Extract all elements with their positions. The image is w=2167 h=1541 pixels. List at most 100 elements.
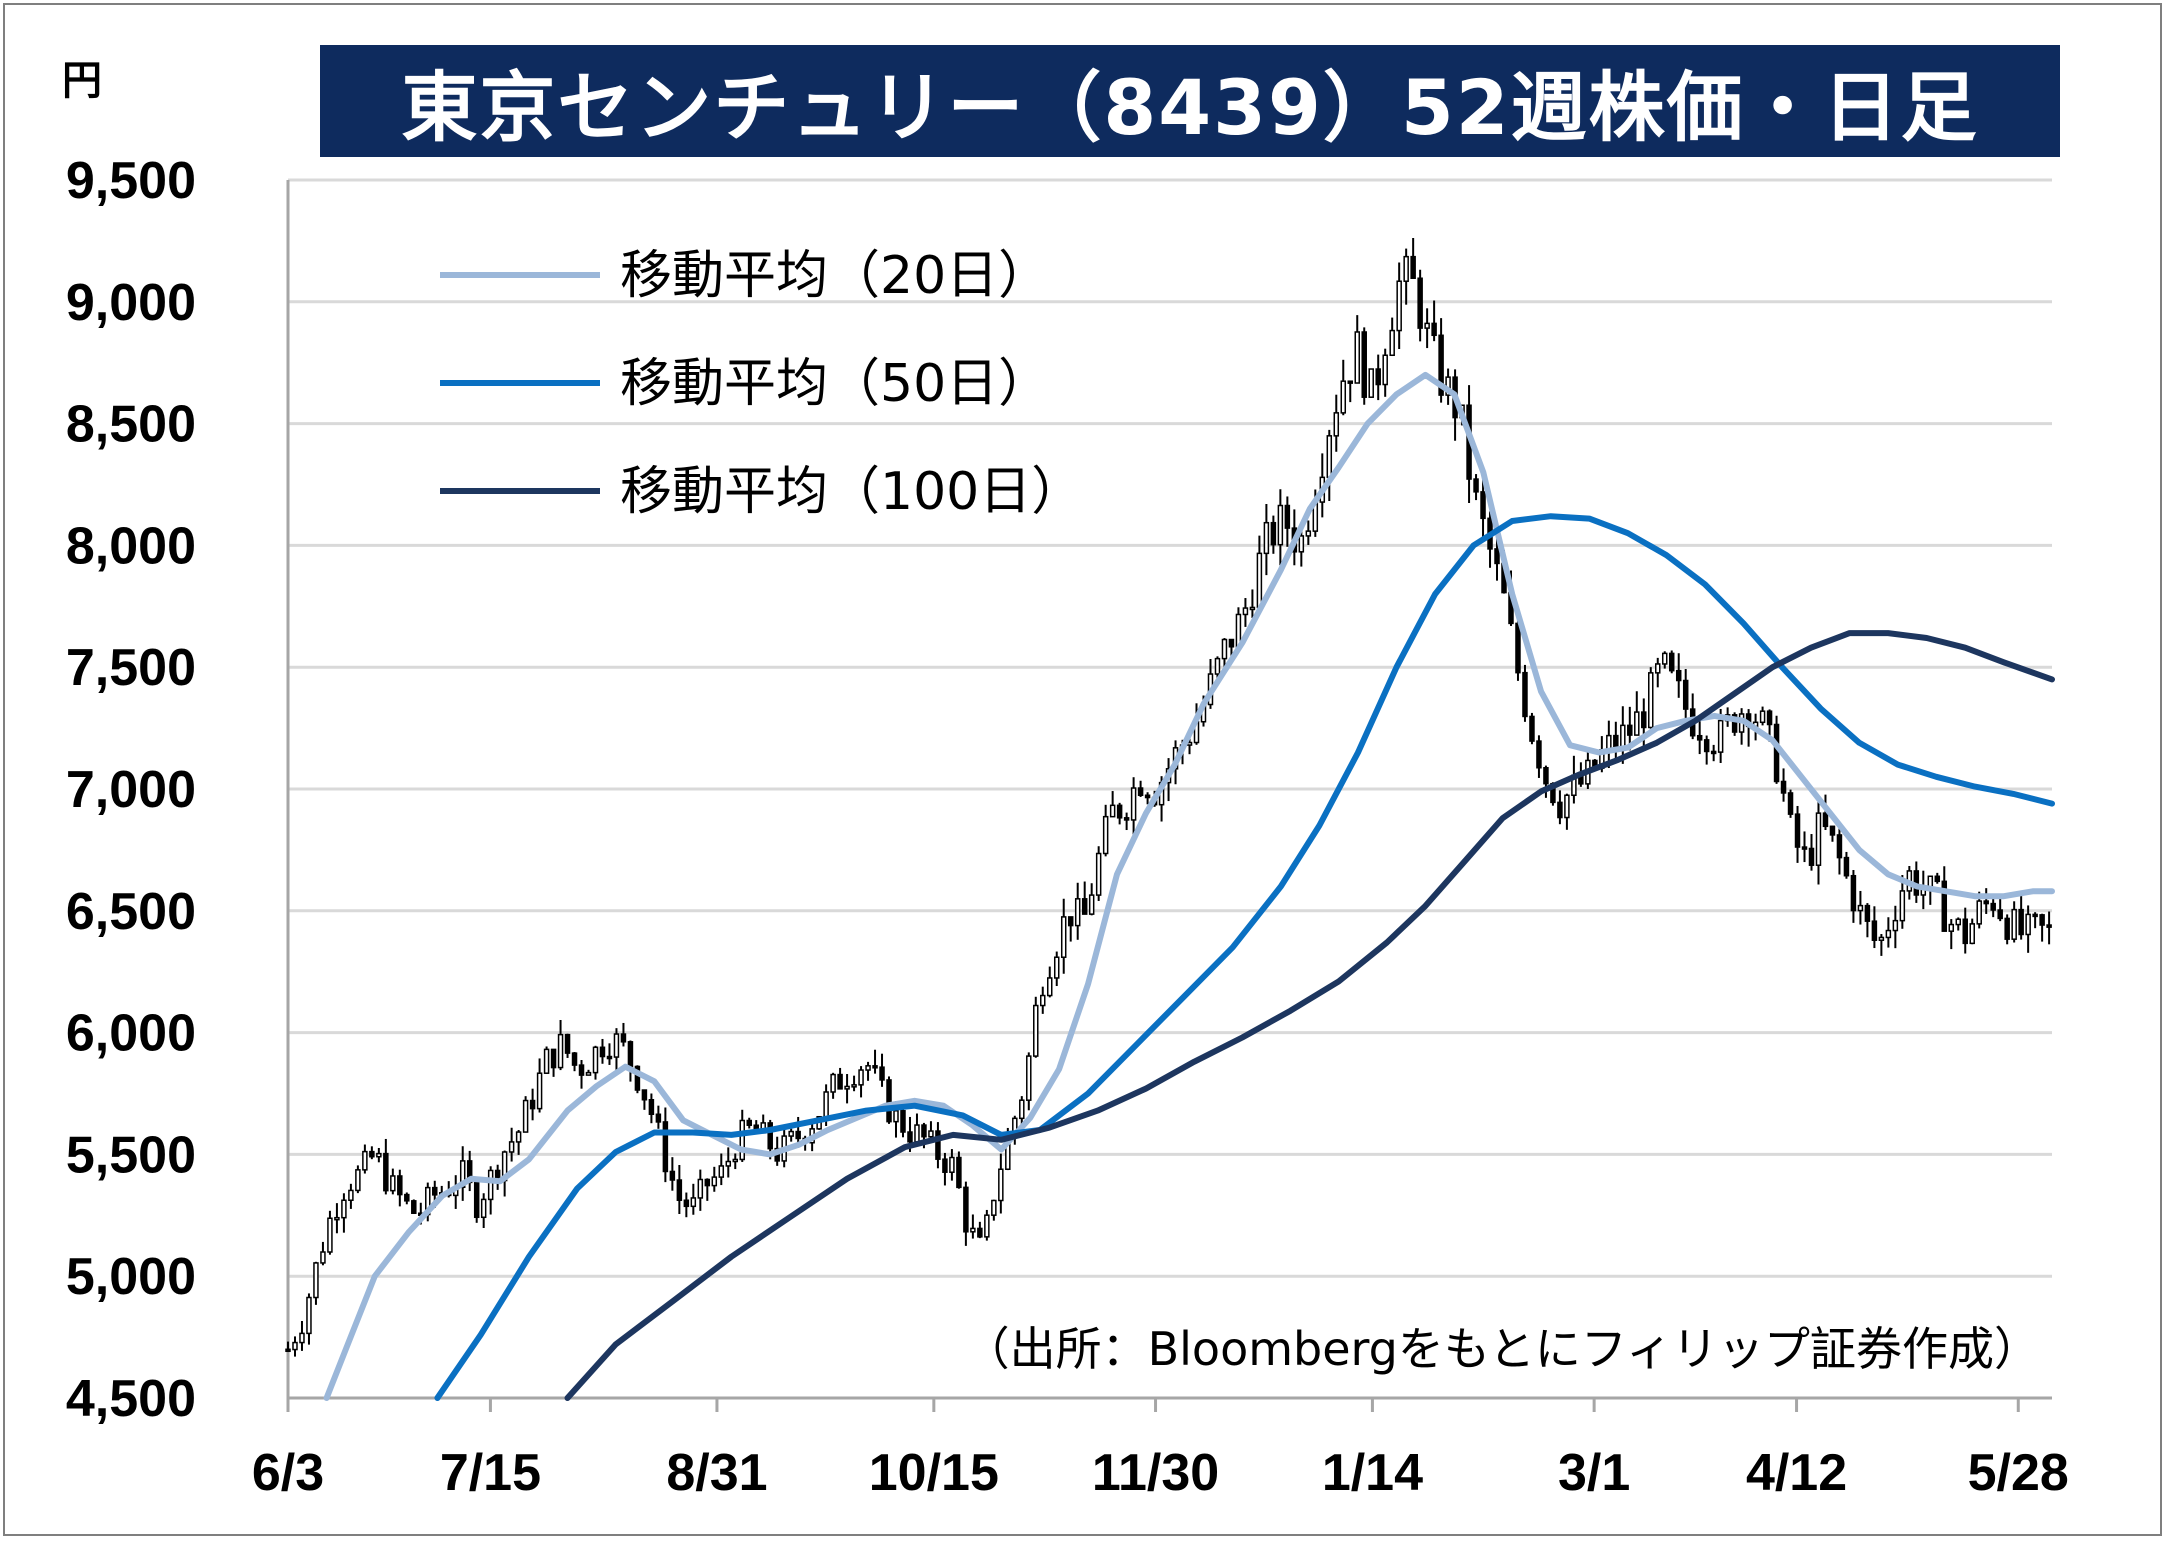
- line-ma50: [434, 513, 2055, 1401]
- candle-body: [872, 1065, 878, 1069]
- candle-body: [592, 1046, 599, 1074]
- candle-body: [404, 1193, 410, 1202]
- candle-body: [1661, 652, 1668, 665]
- candle-body: [1144, 794, 1151, 799]
- candle-body: [1130, 787, 1137, 821]
- candle-body: [550, 1048, 557, 1069]
- candle-body: [487, 1169, 494, 1201]
- candle-body: [641, 1089, 648, 1101]
- candle-body: [1074, 898, 1081, 927]
- candle-body: [1766, 710, 1773, 726]
- candle-body: [341, 1199, 347, 1219]
- candle-body: [529, 1099, 536, 1110]
- candle-body: [1634, 711, 1640, 736]
- candle-body: [1382, 354, 1388, 386]
- candle-body: [1249, 606, 1256, 611]
- candle-body: [963, 1186, 969, 1233]
- candle-body: [1026, 1055, 1032, 1101]
- x-tick-labels: 6/3 7/15 8/31 10/15 11/30 1/14 3/1 4/12 5/28: [252, 1398, 2069, 1502]
- chart-frame: [3, 3, 2162, 1536]
- candle-body: [459, 1160, 466, 1189]
- candle-body: [473, 1181, 480, 1219]
- candle-body: [1759, 710, 1766, 724]
- candle-body: [1997, 909, 2003, 920]
- candle-body: [676, 1179, 683, 1201]
- source-note: （出所：Bloombergをもとにフィリップ証券作成）: [964, 1322, 2040, 1376]
- candle-body: [1850, 874, 1857, 912]
- legend-label-ma50: 移動平均（50日）: [620, 354, 1050, 414]
- candle-body: [725, 1160, 732, 1167]
- candle-body: [1557, 801, 1563, 819]
- candle-body: [767, 1122, 773, 1150]
- line-ma100: [564, 630, 2055, 1401]
- candle-body: [397, 1175, 403, 1196]
- y-tick-label: 6,000: [66, 1005, 196, 1063]
- candle-body: [1081, 898, 1088, 915]
- candle-body: [1326, 435, 1333, 479]
- candle-body: [844, 1085, 850, 1090]
- candle-body: [998, 1168, 1004, 1202]
- candle-body: [1710, 750, 1717, 755]
- candle-body: [851, 1084, 857, 1088]
- candle-body: [1675, 669, 1682, 682]
- candle-body: [348, 1189, 354, 1201]
- candle-body: [711, 1176, 718, 1187]
- candle-body: [788, 1130, 794, 1137]
- candle-body: [2011, 908, 2017, 940]
- x-tick-label: 7/15: [440, 1444, 541, 1502]
- candle-body: [1627, 724, 1633, 736]
- candle-body: [1780, 780, 1787, 794]
- candle-body: [823, 1091, 829, 1118]
- candle-body: [411, 1200, 417, 1214]
- candle-body: [1843, 856, 1850, 877]
- candle-body: [383, 1152, 389, 1192]
- candle-body: [320, 1251, 326, 1264]
- y-tick-label: 8,000: [66, 517, 196, 575]
- candle-body: [390, 1175, 396, 1192]
- candle-body: [704, 1178, 711, 1187]
- candle-body: [907, 1131, 913, 1143]
- candle-body: [1878, 936, 1885, 941]
- candle-body: [1885, 929, 1892, 939]
- candle-body: [1990, 902, 1996, 911]
- candle-body: [718, 1165, 725, 1178]
- candle-body: [369, 1150, 375, 1158]
- candle-body: [543, 1048, 550, 1074]
- candle-body: [879, 1066, 885, 1081]
- candle-body: [1019, 1099, 1025, 1120]
- candle-body: [1829, 825, 1836, 836]
- candle-body: [1857, 904, 1864, 912]
- candle-body: [1668, 652, 1675, 672]
- candle-body: [1033, 1004, 1039, 1057]
- y-tick-label: 9,000: [66, 274, 196, 332]
- candle-body: [1067, 916, 1074, 927]
- candle-body: [984, 1214, 990, 1238]
- candle-body: [1403, 255, 1409, 282]
- candle-body: [1438, 334, 1444, 396]
- candle-body: [900, 1110, 906, 1133]
- candle-body: [1040, 994, 1046, 1007]
- candle-body: [1221, 638, 1228, 660]
- candle-body: [683, 1199, 690, 1208]
- candle-body: [1116, 804, 1123, 819]
- candle-body: [606, 1055, 613, 1060]
- candle-body: [1333, 412, 1340, 437]
- candle-body: [669, 1170, 676, 1181]
- candle-body: [1368, 368, 1374, 398]
- candle-body: [306, 1296, 312, 1335]
- candle-body: [1263, 521, 1270, 555]
- candle-body: [1095, 852, 1102, 896]
- candle-body: [1955, 918, 1962, 926]
- candle-body: [746, 1119, 752, 1126]
- candle-body: [1060, 916, 1067, 958]
- candle-body: [732, 1158, 739, 1163]
- candle-body: [1941, 880, 1948, 932]
- candle-body: [313, 1262, 319, 1299]
- candle-body: [935, 1130, 941, 1160]
- y-tick-label: 6,500: [66, 883, 196, 941]
- candle-body: [1389, 329, 1395, 356]
- candle-body: [1976, 900, 1982, 925]
- candle-body: [557, 1033, 564, 1069]
- candle-body: [893, 1110, 899, 1123]
